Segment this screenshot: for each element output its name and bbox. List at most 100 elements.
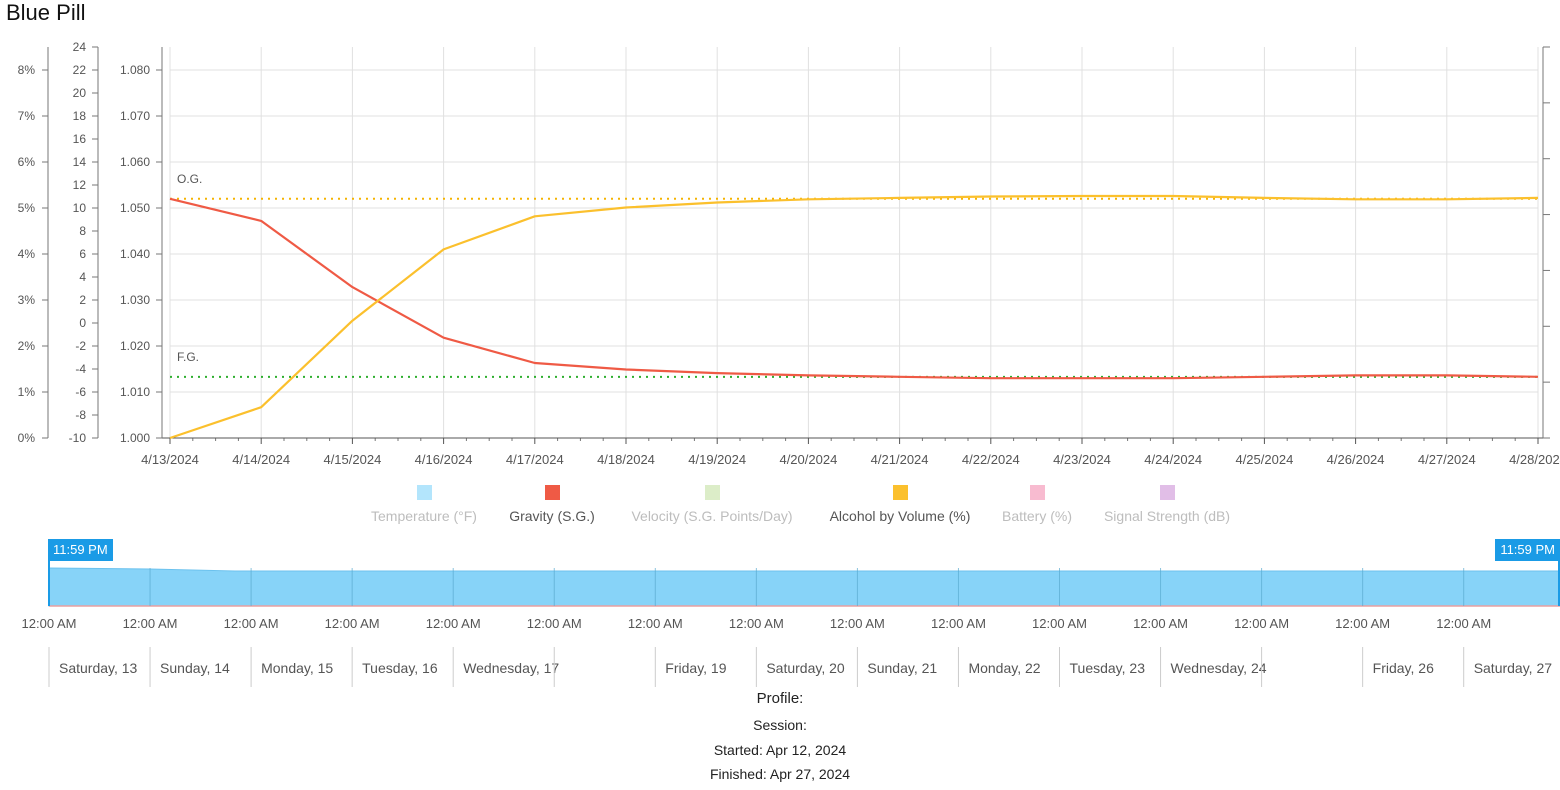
- legend-swatch[interactable]: [892, 485, 908, 500]
- gravity-axis-tick-label: 1.080: [120, 63, 150, 77]
- day-label: Saturday, 13: [59, 660, 138, 676]
- gravity-axis-tick-label: 1.000: [120, 431, 150, 445]
- main-chart: 4/13/2024 4/14/2024 4/15/2024 4/16/2024 4/17…: [18, 40, 1560, 467]
- day-label: Monday, 15: [261, 660, 333, 676]
- x-tick-label: 4/25/2024: [1235, 452, 1293, 467]
- temperature-axis-tick-label: 10: [73, 201, 87, 215]
- day-label: Saturday, 20: [766, 660, 845, 676]
- reference-line-label: F.G.: [177, 350, 199, 364]
- legend-swatch[interactable]: [704, 485, 720, 500]
- x-tick-label: 4/15/2024: [323, 452, 381, 467]
- navigator-time-label: 12:00 AM: [224, 616, 279, 631]
- x-tick-label: 4/16/2024: [415, 452, 473, 467]
- gravity-axis-tick-label: 1.020: [120, 339, 150, 353]
- profile-label: Profile:: [756, 690, 804, 707]
- gravity-axis-tick-label: 1.070: [120, 109, 150, 123]
- abv-axis-tick-label: 2%: [18, 339, 36, 353]
- temperature-axis-tick-label: -10: [69, 431, 87, 445]
- gravity-axis-tick-label: 1.030: [120, 293, 150, 307]
- range-end-handle-label[interactable]: 11:59 PM: [1495, 539, 1560, 561]
- temperature-axis-tick-label: -2: [75, 339, 86, 353]
- day-label: Tuesday, 16: [362, 660, 438, 676]
- series-line: [169, 194, 1539, 440]
- day-label: Friday, 19: [665, 660, 726, 676]
- x-tick-label: 4/23/2024: [1053, 452, 1111, 467]
- x-tick-label: 4/27/2024: [1418, 452, 1476, 467]
- temperature-axis-tick-label: -6: [75, 385, 86, 399]
- abv-axis-tick-label: 3%: [18, 293, 36, 307]
- legend-label[interactable]: Alcohol by Volume (%): [829, 508, 971, 524]
- x-tick-label: 4/24/2024: [1144, 452, 1202, 467]
- abv-axis-tick-label: 5%: [18, 201, 36, 215]
- navigator-time-label: 12:00 AM: [123, 616, 178, 631]
- legend-item[interactable]: Signal Strength (dB): [1067, 480, 1267, 524]
- legend-label[interactable]: Battery (%): [1001, 508, 1072, 524]
- temperature-axis-tick-label: 14: [73, 155, 87, 169]
- abv-axis-tick-label: 0%: [18, 431, 36, 445]
- legend-label[interactable]: Gravity (S.G.): [509, 508, 595, 524]
- gravity-axis-tick-label: 1.050: [120, 201, 150, 215]
- legend-item[interactable]: Gravity (S.G.): [452, 480, 652, 524]
- day-label: Saturday, 27: [1474, 660, 1553, 676]
- x-tick-label: 4/18/2024: [597, 452, 655, 467]
- temperature-axis-tick-label: 6: [79, 247, 86, 261]
- temperature-axis-tick-label: 0: [79, 316, 86, 330]
- temperature-axis-tick-label: 16: [73, 132, 87, 146]
- temperature-axis-tick-label: 8: [79, 224, 86, 238]
- temperature-axis-tick-label: 12: [73, 178, 87, 192]
- legend-label[interactable]: Velocity (S.G. Points/Day): [631, 508, 793, 524]
- reference-line-label: O.G.: [177, 172, 202, 186]
- navigator-time-label: 12:00 AM: [729, 616, 784, 631]
- temperature-axis-tick-label: -8: [75, 408, 86, 422]
- navigator-chart[interactable]: 12:00 AM 12:00 AM 12:00 AM 12:00 AM 12:00 AM…: [0, 535, 1560, 690]
- range-start-handle-label[interactable]: 11:59 PM: [48, 539, 113, 561]
- day-label: Sunday, 21: [867, 660, 937, 676]
- navigator-time-label: 12:00 AM: [1032, 616, 1087, 631]
- x-tick-label: 4/17/2024: [506, 452, 564, 467]
- legend-swatch[interactable]: [1159, 485, 1175, 500]
- temperature-axis-tick-label: 20: [73, 86, 87, 100]
- day-label: Wednesday, 24: [1171, 660, 1267, 676]
- legend-swatch[interactable]: [544, 485, 560, 500]
- navigator-time-label: 12:00 AM: [628, 616, 683, 631]
- navigator-area: [48, 567, 1560, 607]
- session-info: Profile: Session: Started: Apr 12, 2024 …: [0, 688, 1560, 787]
- temperature-axis-tick-label: 2: [79, 293, 86, 307]
- session-label: Session:: [753, 717, 807, 733]
- x-tick-label: 4/20/2024: [779, 452, 837, 467]
- legend: Temperature (°F) Gravity (S.G.) Velocity (…: [0, 480, 1560, 530]
- day-label: Tuesday, 23: [1070, 660, 1146, 676]
- legend-item[interactable]: Alcohol by Volume (%): [800, 480, 1000, 524]
- abv-axis-tick-label: 4%: [18, 247, 36, 261]
- navigator-time-label: 12:00 AM: [830, 616, 885, 631]
- day-label: Wednesday, 17: [463, 660, 559, 676]
- temperature-axis-tick-label: 4: [79, 270, 86, 284]
- x-tick-label: 4/13/2024: [141, 452, 199, 467]
- x-tick-label: 4/19/2024: [688, 452, 746, 467]
- temperature-axis-tick-label: 24: [73, 40, 87, 54]
- legend-swatch[interactable]: [1029, 485, 1045, 500]
- abv-axis-tick-label: 1%: [18, 385, 36, 399]
- legend-label[interactable]: Temperature (°F): [371, 508, 477, 524]
- x-tick-label: 4/28/2024: [1509, 452, 1560, 467]
- day-label: Monday, 22: [968, 660, 1040, 676]
- legend-label[interactable]: Signal Strength (dB): [1103, 508, 1231, 524]
- navigator-time-label: 12:00 AM: [1133, 616, 1188, 631]
- navigator-time-label: 12:00 AM: [426, 616, 481, 631]
- temperature-axis-tick-label: 18: [73, 109, 87, 123]
- x-tick-label: 4/14/2024: [232, 452, 290, 467]
- range-navigator[interactable]: 12:00 AM 12:00 AM 12:00 AM 12:00 AM 12:00 AM…: [0, 535, 1560, 690]
- x-tick-label: 4/26/2024: [1327, 452, 1385, 467]
- legend-item[interactable]: Temperature (°F): [324, 480, 524, 524]
- temperature-axis-tick-label: -4: [75, 362, 86, 376]
- gravity-axis-tick-label: 1.060: [120, 155, 150, 169]
- abv-axis-tick-label: 7%: [18, 109, 36, 123]
- legend-swatch[interactable]: [416, 485, 432, 500]
- legend-item[interactable]: Velocity (S.G. Points/Day): [612, 480, 812, 524]
- gravity-axis-tick-label: 1.010: [120, 385, 150, 399]
- finished-date: Finished: Apr 27, 2024: [709, 766, 851, 782]
- navigator-time-label: 12:00 AM: [1335, 616, 1390, 631]
- navigator-time-label: 12:00 AM: [1436, 616, 1491, 631]
- x-tick-label: 4/21/2024: [871, 452, 929, 467]
- legend-item[interactable]: Battery (%): [937, 480, 1137, 524]
